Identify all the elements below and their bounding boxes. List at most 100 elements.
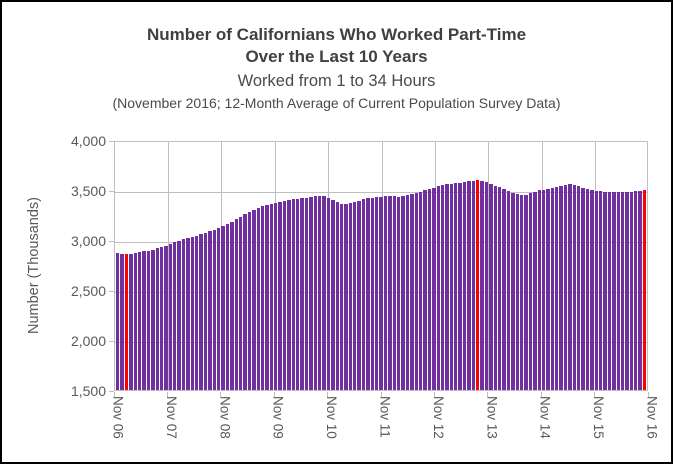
bar xyxy=(322,196,326,390)
bar xyxy=(519,195,524,390)
bar xyxy=(269,204,274,390)
bar xyxy=(585,189,590,390)
bar xyxy=(572,185,577,390)
bar xyxy=(563,184,568,390)
bar xyxy=(458,182,462,390)
x-tick-label: Nov 09 xyxy=(270,396,286,439)
bar xyxy=(493,185,497,390)
bar xyxy=(625,192,629,390)
bar xyxy=(489,183,493,390)
bar xyxy=(607,191,612,390)
bar-series xyxy=(115,142,647,390)
bar xyxy=(234,219,238,390)
bar xyxy=(208,231,212,390)
bar xyxy=(186,238,190,390)
x-tick-mark xyxy=(166,392,168,397)
bar xyxy=(484,182,489,390)
chart-title-line-2: Over the Last 10 Years xyxy=(245,47,428,66)
bar xyxy=(524,194,528,390)
x-tick-mark xyxy=(433,392,435,397)
plot-area xyxy=(114,141,648,391)
bar xyxy=(414,193,418,390)
bar xyxy=(238,216,243,390)
bar xyxy=(467,181,471,390)
bar xyxy=(344,204,348,390)
x-tick-label: Nov 10 xyxy=(324,396,340,439)
bar xyxy=(383,196,388,390)
bar xyxy=(392,195,396,390)
gridline-horizontal xyxy=(115,191,647,193)
bar xyxy=(361,199,366,390)
x-tick-mark xyxy=(327,392,329,397)
x-tick-label: Nov 08 xyxy=(217,396,233,439)
bar xyxy=(133,253,137,390)
x-tick-mark xyxy=(540,392,542,397)
bar xyxy=(164,245,168,390)
bar xyxy=(502,188,506,390)
bar xyxy=(177,240,181,390)
bar xyxy=(252,209,256,390)
bar xyxy=(436,186,440,390)
bar xyxy=(291,199,296,390)
bar xyxy=(577,186,581,390)
bar xyxy=(555,187,559,390)
bar xyxy=(405,195,410,390)
bar xyxy=(137,252,142,390)
bar xyxy=(634,191,638,390)
x-tick-mark xyxy=(220,392,222,397)
y-tick-mark xyxy=(109,390,114,392)
bar xyxy=(528,193,533,390)
bar xyxy=(418,191,423,390)
x-tick-label: Nov 16 xyxy=(644,396,660,439)
x-tick-mark xyxy=(594,392,596,397)
bar xyxy=(480,181,484,390)
bar xyxy=(445,184,449,390)
bar xyxy=(181,239,186,390)
gridline-vertical xyxy=(167,142,169,390)
bar xyxy=(296,198,300,390)
bar xyxy=(612,192,616,390)
bar-highlighted xyxy=(124,254,129,390)
bar xyxy=(427,189,432,390)
bar xyxy=(462,182,467,390)
chart-title-block: Number of Californians Who Worked Part-T… xyxy=(2,24,671,113)
y-tick-mark xyxy=(109,290,114,292)
bar xyxy=(230,221,234,390)
bar xyxy=(317,195,322,390)
bar xyxy=(357,200,361,390)
bar xyxy=(287,199,291,390)
gridline-vertical xyxy=(488,142,490,390)
bar xyxy=(590,190,594,390)
bar xyxy=(309,196,313,390)
bar xyxy=(550,188,555,390)
bar xyxy=(173,242,177,390)
bar xyxy=(278,201,282,390)
bar xyxy=(116,253,120,390)
bar xyxy=(598,191,603,390)
bar xyxy=(282,200,287,390)
bar xyxy=(440,185,445,390)
x-tick-label: Nov 15 xyxy=(591,396,607,439)
x-tick-mark xyxy=(647,392,649,397)
bar xyxy=(159,247,164,390)
bar xyxy=(265,204,269,390)
bar xyxy=(203,232,208,390)
bar xyxy=(146,250,151,390)
bar xyxy=(326,197,331,390)
bar xyxy=(638,190,642,390)
bar xyxy=(304,197,309,390)
bar xyxy=(256,207,260,390)
x-tick-label: Nov 06 xyxy=(110,396,126,439)
y-tick-label: 3,500 xyxy=(70,183,106,199)
bar xyxy=(515,194,519,390)
bar xyxy=(348,203,353,390)
bar xyxy=(120,253,124,390)
bar xyxy=(423,190,427,390)
y-tick-mark xyxy=(109,240,114,242)
bar xyxy=(195,235,199,390)
bar xyxy=(129,253,133,390)
bar xyxy=(274,203,278,390)
bar xyxy=(629,191,634,390)
bar xyxy=(432,187,436,390)
